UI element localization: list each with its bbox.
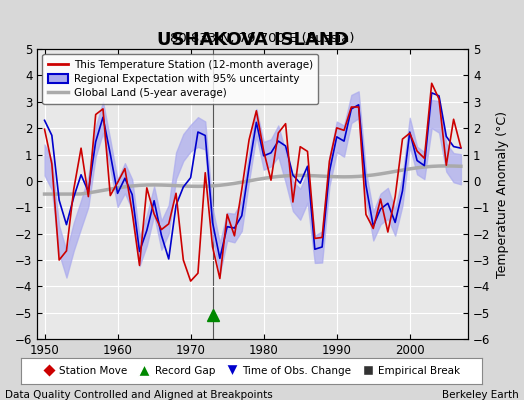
Text: Berkeley Earth: Berkeley Earth [442, 390, 519, 400]
Text: 80.833 N, 79.700 E (Russia): 80.833 N, 79.700 E (Russia) [170, 32, 354, 45]
Text: Data Quality Controlled and Aligned at Breakpoints: Data Quality Controlled and Aligned at B… [5, 390, 273, 400]
Y-axis label: Temperature Anomaly (°C): Temperature Anomaly (°C) [496, 110, 509, 278]
Legend: Station Move, Record Gap, Time of Obs. Change, Empirical Break: Station Move, Record Gap, Time of Obs. C… [39, 363, 464, 379]
Title: USHAKOVA ISLAND: USHAKOVA ISLAND [157, 31, 348, 49]
Legend: This Temperature Station (12-month average), Regional Expectation with 95% uncer: This Temperature Station (12-month avera… [42, 54, 318, 104]
